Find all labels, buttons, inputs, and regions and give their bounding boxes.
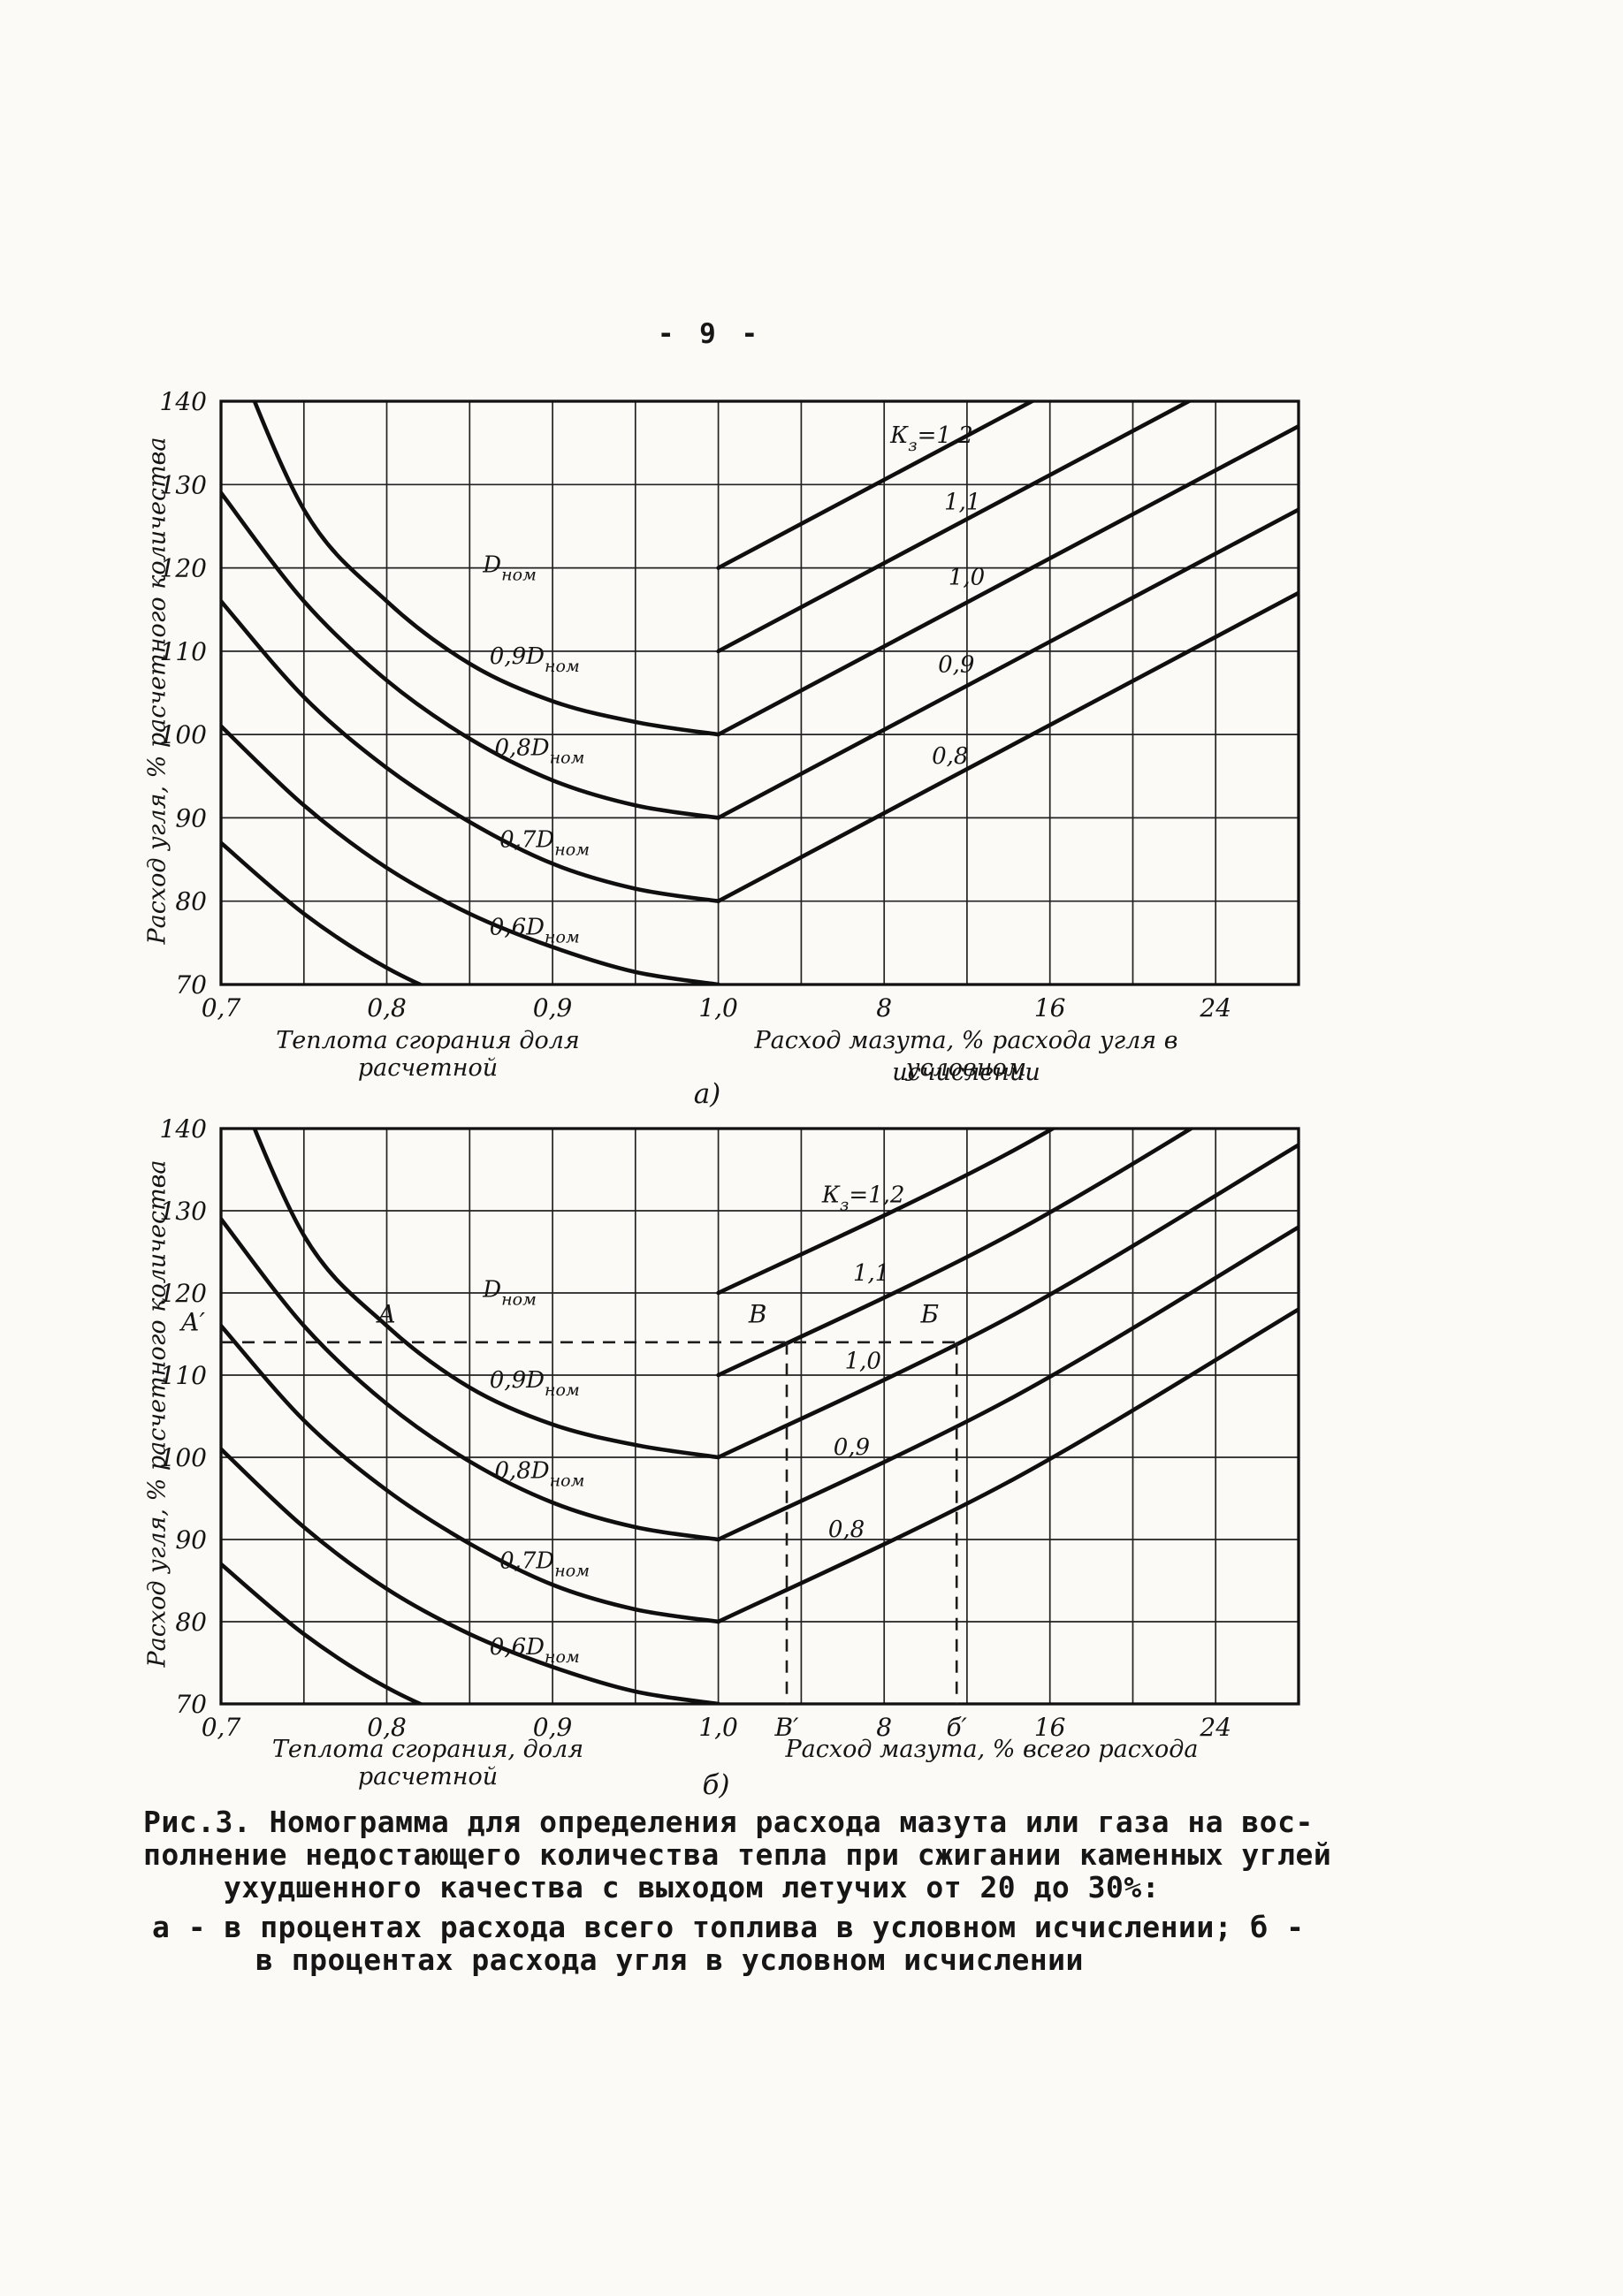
load-curve-label: 0,7Dном [499, 826, 590, 859]
y-axis-tick-label: 100 [160, 720, 207, 749]
y-axis-tick-label: 110 [160, 1361, 207, 1390]
figure-caption-line: ухудшенного качества с выходом летучих о… [224, 1870, 1161, 1904]
k-coefficient-line [716, 1307, 1299, 1624]
x-axis-tick-label: 0,8 [367, 1713, 407, 1742]
load-curve [221, 1217, 720, 1542]
k-coefficient-line [716, 507, 1299, 820]
load-curve [221, 599, 720, 903]
construction-point-label: В [748, 1299, 767, 1328]
load-curve [252, 401, 720, 737]
load-curve [221, 1447, 720, 1704]
x-axis-tick-label: 16 [1034, 1713, 1066, 1742]
k-line-label: 0,8 [828, 1517, 865, 1543]
y-axis-tick-label: 80 [175, 887, 207, 916]
panel-label-b: б) [702, 1769, 730, 1801]
load-curve-label: 0,8Dном [494, 1457, 584, 1490]
k-coefficient-line [716, 1129, 1195, 1378]
k-coefficient-line [716, 401, 1193, 654]
y-axis-tick-label: 100 [160, 1443, 207, 1472]
load-curve-label: 0,7Dном [499, 1548, 590, 1581]
x-axis-tick-label: 16 [1034, 993, 1066, 1023]
k-coefficient-line [716, 401, 1037, 570]
x-axis-tick-label: 24 [1199, 993, 1231, 1023]
figure-caption-line: Рис.3. Номограмма для определения расход… [143, 1805, 1314, 1839]
x-axis-tick-label: 0,9 [533, 1713, 573, 1742]
k-line-label: Кз=1,2 [821, 1182, 905, 1215]
load-curve [221, 1323, 720, 1624]
y-axis-tick-label: 140 [160, 387, 207, 416]
k-coefficient-line [716, 424, 1299, 737]
page-number: - 9 - [657, 318, 763, 350]
construction-point-label: б′ [946, 1713, 967, 1742]
load-curve [252, 1129, 720, 1460]
x-axis-tick-label: 8 [876, 993, 892, 1023]
load-curve [221, 840, 425, 985]
panel-label-a: а) [693, 1078, 721, 1110]
k-line-label: 0,9 [938, 651, 974, 678]
y-axis-title-chart-a: Расход угля, % расчетного количества [143, 437, 171, 945]
x-axis-title-mazut-chart-a-line1: Расход мазута, % расхода угля в условном [754, 1027, 1178, 1082]
figure-caption-line: а - в процентах расхода всего топлива в … [152, 1910, 1305, 1944]
load-curve [221, 724, 720, 985]
nomogram-panel-a: Dном 0,9Dном 0,8Dном 0,7Dном 0,6Dном Кз=1,2 1,… [160, 387, 1300, 1023]
x-axis-tick-label: 0,9 [533, 993, 573, 1023]
y-axis-tick-label: 90 [175, 1525, 207, 1555]
k-line-label: 1,0 [949, 564, 985, 590]
k-line-label: 0,9 [834, 1434, 870, 1461]
load-curve-label: 0,8Dном [494, 735, 584, 768]
x-axis-tick-label: 0,8 [367, 993, 407, 1023]
load-curve-label: 0,6Dном [490, 1634, 580, 1667]
x-axis-tick-label: 1,0 [698, 1713, 738, 1742]
nomogram-panel-b: Dном 0,9Dном 0,8Dном 0,7Dном 0,6Dном Кз=1,2 1,… [160, 1114, 1300, 1742]
k-coefficient-line [716, 1129, 1057, 1296]
k-line-label: 1,0 [845, 1349, 881, 1375]
y-axis-tick-label: 110 [160, 637, 207, 666]
x-axis-tick-label: 24 [1199, 1713, 1231, 1742]
construction-point-label: А [376, 1299, 396, 1328]
construction-point-label: Б [919, 1299, 939, 1328]
y-axis-tick-label: 70 [175, 970, 207, 1000]
k-line-label: 1,1 [853, 1260, 889, 1287]
y-axis-title-chart-b: Расход угля, % расчетного количества [143, 1159, 171, 1668]
load-curve-label: Dном [482, 1277, 537, 1310]
construction-point-label: В′ [774, 1713, 800, 1742]
y-axis-tick-label: 120 [160, 1279, 207, 1308]
y-axis-tick-label: 140 [160, 1114, 207, 1144]
y-axis-tick-label: 120 [160, 554, 207, 583]
plot-border [219, 1127, 1300, 1706]
y-axis-tick-label: 70 [175, 1690, 207, 1719]
plot-border [219, 399, 1300, 986]
k-coefficient-line [716, 1225, 1299, 1542]
construction-point-label: А′ [179, 1308, 205, 1337]
y-axis-tick-label: 90 [175, 803, 207, 832]
x-axis-title-mazut-chart-b: Расход мазута, % всего расхода [785, 1736, 1199, 1763]
x-axis-title-heat-chart-b: Теплота сгорания, доля расчетной [271, 1736, 584, 1790]
y-axis-tick-label: 80 [175, 1608, 207, 1637]
k-coefficient-line [716, 1143, 1299, 1460]
k-line-label: Кз=1,2 [889, 422, 973, 455]
load-curve-label: 0,9Dном [490, 643, 580, 676]
load-curve [221, 1562, 425, 1704]
load-curve-label: 0,6Dном [490, 914, 580, 947]
k-coefficient-line [716, 590, 1299, 903]
x-axis-tick-label: 8 [876, 1713, 892, 1742]
load-curve-label: Dном [482, 551, 537, 584]
y-axis-tick-label: 130 [160, 1197, 207, 1226]
k-line-label: 0,8 [932, 743, 968, 770]
x-axis-tick-label: 0,7 [202, 993, 241, 1023]
x-axis-title-heat-chart-a: Теплота сгорания доля расчетной [276, 1027, 580, 1082]
k-line-label: 1,1 [944, 490, 980, 516]
load-curve-label: 0,9Dном [490, 1367, 580, 1400]
x-axis-title-mazut-chart-a-line2: исчислении [892, 1059, 1040, 1086]
x-axis-tick-label: 0,7 [202, 1713, 241, 1742]
x-axis-tick-label: 1,0 [698, 993, 738, 1023]
figure-caption-line: в процентах расхода угля в условном исчи… [255, 1942, 1084, 1977]
y-axis-tick-label: 130 [160, 470, 207, 499]
figure-caption-line: полнение недостающего количества тепла п… [143, 1837, 1332, 1872]
load-curve [221, 490, 720, 820]
